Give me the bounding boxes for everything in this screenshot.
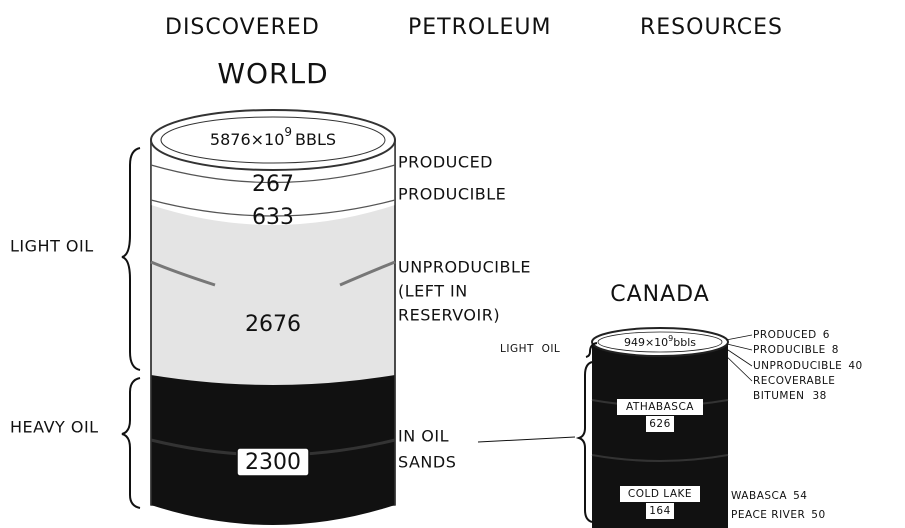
item-value: 40 xyxy=(848,360,862,372)
item-value: 38 xyxy=(812,390,826,402)
total-amount: 5876×10 xyxy=(210,130,284,149)
item-label: PRODUCIBLE 8 xyxy=(753,344,839,356)
item-name: PRODUCED xyxy=(753,329,817,341)
total-exponent: 9 xyxy=(284,125,292,139)
segment-value: 2300 xyxy=(245,450,301,475)
leader-line xyxy=(726,335,752,340)
page: { "header": {"title_words": ["DISCOVERED… xyxy=(0,0,905,528)
segment-label: RESERVOIR) xyxy=(398,306,500,325)
segment-value: 2676 xyxy=(245,312,301,337)
leader-line xyxy=(725,348,752,366)
sand-value: 54 xyxy=(793,490,807,502)
world-heading: WORLD xyxy=(217,57,328,90)
segment-label: (LEFT IN xyxy=(398,282,468,301)
group-label: HEAVY OIL xyxy=(10,418,99,437)
item-value: 8 xyxy=(832,344,839,356)
item-label: RECOVERABLE xyxy=(753,375,835,387)
item-label: WABASCA 54 xyxy=(731,490,807,502)
title-word: RESOURCES xyxy=(640,15,783,40)
group-label: LIGHT OIL xyxy=(10,237,94,256)
brace xyxy=(122,148,140,370)
segment-label: SANDS xyxy=(398,453,456,472)
total-unit: bbls xyxy=(673,336,696,349)
item-label: BITUMEN 38 xyxy=(753,390,827,402)
title-word: DISCOVERED xyxy=(165,15,320,40)
sand-name: PEACE RIVER xyxy=(731,509,805,521)
segment-label: UNPRODUCIBLE xyxy=(398,258,531,277)
total-amount: 949×10 xyxy=(624,336,668,349)
item-label: UNPRODUCIBLE 40 xyxy=(753,360,863,372)
sand-value: 50 xyxy=(811,509,825,521)
segment-value: 267 xyxy=(252,172,294,197)
segment-value: 633 xyxy=(252,205,294,230)
light-oil-label: LIGHT OIL xyxy=(500,343,560,355)
total-unit: BBLS xyxy=(295,130,336,149)
segment-label: PRODUCIBLE xyxy=(398,185,506,204)
sand-value: 164 xyxy=(649,505,671,517)
title-word: PETROLEUM xyxy=(408,15,551,40)
sand-value: 626 xyxy=(649,418,671,430)
item-name: PRODUCIBLE xyxy=(753,344,826,356)
segment-label: IN OIL xyxy=(398,427,449,446)
diagram: DISCOVERED PETROLEUM RESOURCES WORLD 587… xyxy=(0,0,905,528)
brace xyxy=(579,362,592,522)
leader-line xyxy=(727,344,752,350)
canada-total: 949×109bbls xyxy=(624,334,696,350)
item-name: BITUMEN xyxy=(753,390,804,402)
item-label: PRODUCED 6 xyxy=(753,329,830,341)
segment-label: PRODUCED xyxy=(398,153,493,172)
item-label: PEACE RIVER 50 xyxy=(731,509,826,521)
canada-heading: CANADA xyxy=(610,282,710,307)
item-value: 6 xyxy=(823,329,830,341)
sand-name: ATHABASCA xyxy=(626,401,694,413)
connector xyxy=(478,437,575,442)
brace xyxy=(122,378,140,508)
sand-name: COLD LAKE xyxy=(628,488,692,500)
item-name: UNPRODUCIBLE xyxy=(753,360,842,372)
sand-name: WABASCA xyxy=(731,490,787,502)
